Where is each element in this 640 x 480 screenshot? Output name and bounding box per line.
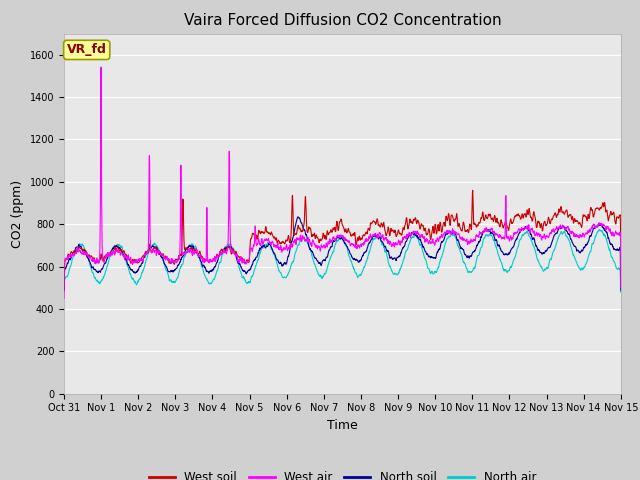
Text: VR_fd: VR_fd — [67, 43, 107, 56]
Title: Vaira Forced Diffusion CO2 Concentration: Vaira Forced Diffusion CO2 Concentration — [184, 13, 501, 28]
X-axis label: Time: Time — [327, 419, 358, 432]
Legend: West soil, West air, North soil, North air: West soil, West air, North soil, North a… — [144, 466, 541, 480]
Y-axis label: CO2 (ppm): CO2 (ppm) — [11, 180, 24, 248]
